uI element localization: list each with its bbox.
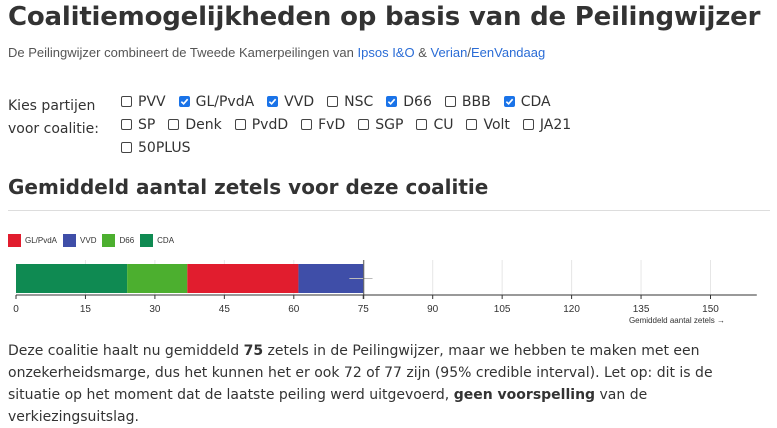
party-checkbox-nsc[interactable] [327,96,339,107]
party-checkbox-pvdd[interactable] [234,119,246,130]
legend-swatch [8,234,21,247]
x-tick-label: 90 [427,304,439,315]
legend-label: GL/PvdA [25,236,58,245]
summary-no-forecast: geen voorspelling [453,387,596,403]
summary-part1: Deze coalitie haalt nu gemiddeld [8,343,244,359]
legend-item: VVD [63,234,96,247]
party-name: Denk [185,116,222,133]
party-name: PVV [138,93,166,110]
legend-label: VVD [80,236,97,245]
x-tick-label: 75 [358,304,370,315]
section-divider [8,210,770,211]
verian-link[interactable]: Verian [430,45,468,60]
party-checkbox-gl-pvda[interactable] [178,96,190,107]
party-checkbox-cu[interactable] [416,119,428,130]
party-checkbox-pvv[interactable] [121,96,132,107]
x-tick-label: 105 [494,304,511,315]
legend-swatch [63,234,77,247]
party-name: VVD [284,93,315,110]
party-checkbox-cda[interactable] [503,96,515,107]
party-checkbox-vvd[interactable] [267,96,279,107]
bar-segment-d66 [127,264,188,293]
summary-seats: 75 [243,343,264,359]
legend-item: CDA [140,234,174,247]
summary-part2: zetels in de Peilingwijzer, maar we hebb… [8,343,713,403]
bar-segment-cda [16,264,128,293]
party-option-50plus[interactable]: 50PLUS [121,136,191,159]
chart-legend: GL/PvdA VVD D66 CDA [8,234,180,247]
party-option-cda[interactable]: CDA [503,90,551,113]
party-checkbox-ja21[interactable] [522,119,534,130]
party-option-d66[interactable]: D66 [386,90,432,113]
party-name: BBB [461,93,491,110]
subtitle: De Peilingwijzer combineert de Tweede Ka… [8,45,545,60]
party-checkbox-denk[interactable] [168,119,180,130]
party-checkbox-sp[interactable] [121,119,132,130]
party-option-cu[interactable]: CU [416,113,453,136]
summary-text: Deze coalitie haalt nu gemiddeld 75 zete… [8,340,768,428]
legend-label: D66 [119,236,135,245]
party-option-pvv[interactable]: PVV [121,90,166,113]
legend-swatch [140,234,154,247]
legend-label: CDA [157,236,175,245]
party-name: 50PLUS [138,139,191,156]
legend-item: D66 [102,234,134,247]
ipsos-link[interactable]: Ipsos I&O [357,45,415,60]
bar-segment-gl-pvda [187,264,299,293]
x-tick-label: 30 [149,304,161,315]
party-select-label-line2: voor coalitie: [8,121,99,137]
subtitle-slash: / [467,45,471,60]
section-heading: Gemiddeld aantal zetels voor deze coalit… [8,175,489,199]
party-checkbox-group: PVV GL/PvdA VVD NSC D66 BBB CDA SP Denk PvdD FvD SG… [121,90,591,159]
x-tick-label: 60 [288,304,300,315]
party-name: SP [138,116,156,133]
party-option-ja21[interactable]: JA21 [522,113,572,136]
x-tick-label: 120 [563,304,580,315]
party-name: CU [433,116,454,133]
party-option-sgp[interactable]: SGP [358,113,403,136]
party-checkbox-fvd[interactable] [301,119,313,130]
party-select-label-line1: Kies partijen [8,98,96,114]
party-name: CDA [520,93,551,110]
x-tick-label: 0 [13,304,19,315]
party-name: Volt [483,116,510,133]
party-option-nsc[interactable]: NSC [327,90,373,113]
party-option-pvdd[interactable]: PvdD [234,113,289,136]
x-tick-label: 45 [219,304,231,315]
party-name: FvD [318,116,346,133]
party-name: SGP [375,116,404,133]
party-option-volt[interactable]: Volt [466,113,510,136]
party-option-gl-pvda[interactable]: GL/PvdA [178,90,255,113]
x-tick-label: 135 [633,304,650,315]
party-checkbox-sgp[interactable] [358,119,370,130]
party-option-denk[interactable]: Denk [168,113,222,136]
party-option-fvd[interactable]: FvD [301,113,345,136]
eenvandaag-link[interactable]: EenVandaag [471,45,546,60]
party-checkbox-50plus[interactable] [121,142,132,153]
party-checkbox-volt[interactable] [466,119,478,130]
legend-item: GL/PvdA [8,234,57,247]
party-checkbox-bbb[interactable] [444,96,456,107]
party-select-label: Kies partijen voor coalitie: [8,95,99,141]
party-name: JA21 [539,116,572,133]
x-tick-label: 150 [702,304,719,315]
party-name: D66 [403,93,432,110]
subtitle-text: De Peilingwijzer combineert de Tweede Ka… [8,45,358,60]
x-axis-label: Gemiddeld aantal zetels → [629,316,725,325]
party-name: PvdD [251,116,289,133]
party-name: NSC [344,93,374,110]
party-option-sp[interactable]: SP [121,113,155,136]
party-name: GL/PvdA [195,93,255,110]
party-option-bbb[interactable]: BBB [444,90,491,113]
subtitle-sep: & [414,45,431,60]
legend-swatch [102,234,116,247]
page-title: Coalitiemogelijkheden op basis van de Pe… [8,2,761,32]
party-option-vvd[interactable]: VVD [267,90,314,113]
party-checkbox-d66[interactable] [386,96,398,107]
x-tick-label: 15 [80,304,92,315]
